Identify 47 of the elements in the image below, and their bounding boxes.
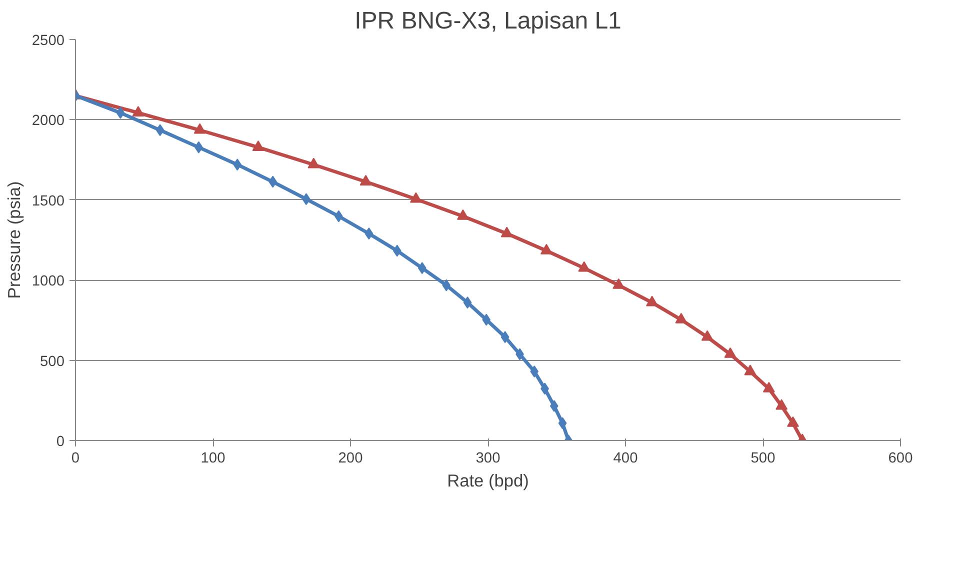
- x-tick-label: 400: [613, 450, 638, 466]
- point: [194, 123, 206, 134]
- point: [482, 314, 491, 326]
- point: [132, 106, 144, 116]
- point: [308, 158, 320, 168]
- point: [392, 244, 402, 257]
- point: [418, 262, 426, 274]
- point: [442, 279, 451, 292]
- x-tick-label: 200: [338, 450, 363, 466]
- point: [463, 296, 472, 309]
- x-tick-label: 0: [71, 450, 80, 466]
- chart-title: IPR BNG-X3, Lapisan L1: [354, 8, 622, 34]
- point: [701, 330, 714, 341]
- point: [456, 209, 469, 220]
- point: [550, 400, 558, 412]
- point: [233, 158, 242, 171]
- x-tick-label: 100: [200, 450, 226, 466]
- point: [776, 399, 788, 410]
- point: [675, 312, 688, 324]
- point: [724, 347, 736, 358]
- y-tick-label: 0: [56, 434, 65, 450]
- point: [360, 174, 372, 186]
- y-tick-label: 1000: [32, 274, 65, 290]
- y-tick-label: 500: [40, 354, 65, 370]
- point: [540, 244, 552, 254]
- point: [646, 296, 658, 306]
- y-axis-title: Pressure (psia): [4, 181, 24, 299]
- x-tick-label: 500: [750, 450, 776, 466]
- x-tick-label: 600: [888, 450, 913, 466]
- point: [116, 106, 125, 119]
- point: [762, 382, 775, 392]
- point: [252, 140, 264, 151]
- point: [500, 331, 510, 344]
- point: [410, 192, 422, 203]
- point: [156, 124, 164, 136]
- y-tick-label: 2500: [32, 33, 65, 49]
- point: [364, 228, 374, 240]
- x-tick-label: 300: [476, 450, 500, 466]
- point: [558, 417, 567, 430]
- y-tick-label: 2000: [32, 113, 65, 130]
- point: [500, 226, 513, 238]
- point: [530, 366, 539, 378]
- point: [612, 278, 625, 289]
- y-tick-label: 1500: [32, 193, 65, 210]
- point: [786, 416, 799, 427]
- point: [744, 364, 756, 376]
- x-axis-title: Rate (bpd): [447, 470, 529, 490]
